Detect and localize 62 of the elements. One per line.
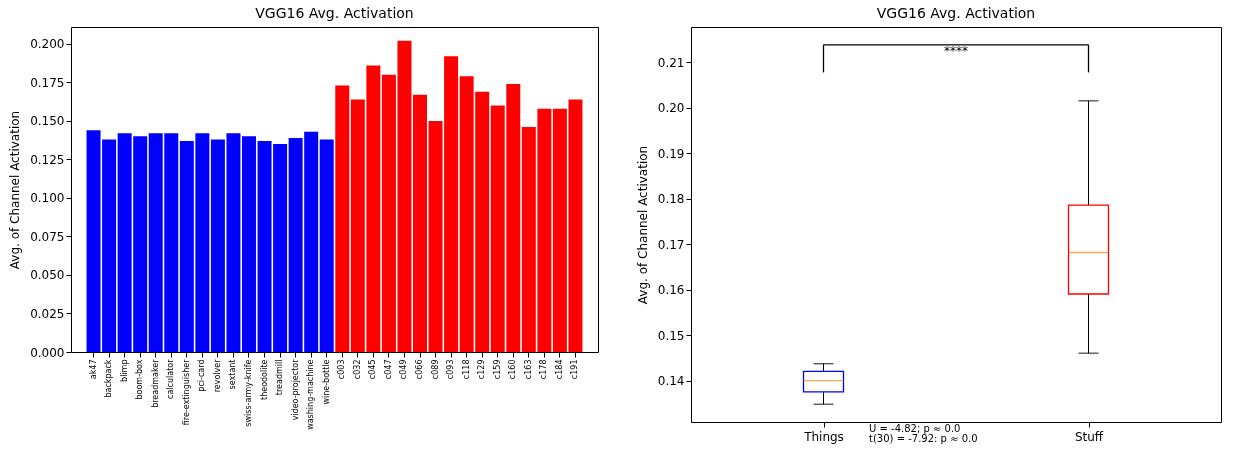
y-tick-label: 0.075 (30, 229, 65, 244)
x-tick-label: c191 (570, 359, 580, 380)
x-tick-label: calculator (166, 358, 176, 399)
x-tick-label: revolver (212, 358, 222, 393)
x-tick-label: boom-box (135, 359, 145, 400)
y-tick-label: 0.050 (30, 268, 65, 283)
x-tick-label: ak47 (88, 359, 98, 380)
y-tick-label: 0.200 (30, 37, 65, 52)
x-tick-label: c129 (477, 359, 487, 380)
x-tick-label: swiss-army-knife (244, 359, 253, 427)
x-tick-label: treadmill (275, 359, 285, 396)
y-tick-label: 0.14 (657, 374, 685, 389)
chart-title: VGG16 Avg. Activation (255, 5, 414, 21)
y-axis-title: Avg. of Channel Activation (8, 110, 23, 270)
x-tick-label: wine-bottle (321, 359, 331, 405)
bar (319, 139, 334, 352)
y-tick-label: 0.000 (30, 345, 65, 360)
x-tick-label: c118 (461, 359, 471, 380)
y-tick-label: 0.18 (657, 192, 685, 207)
x-tick-label: c159 (492, 359, 502, 380)
x-tick-label: c160 (508, 359, 518, 380)
y-tick-label: 0.100 (30, 191, 65, 206)
y-tick-label: 0.175 (30, 75, 65, 90)
x-tick-label: c045 (368, 359, 378, 380)
bar (335, 85, 350, 352)
x-tick-label: c047 (383, 359, 393, 380)
chart-title: VGG16 Avg. Activation (876, 5, 1036, 21)
x-tick-label: theodolite (259, 359, 269, 400)
y-axis-title: Avg. of Channel Activation (635, 145, 650, 305)
x-tick-label: video-projector (290, 358, 300, 421)
y-tick-label: 0.025 (30, 306, 65, 321)
x-tick-label: c032 (352, 359, 362, 380)
text: t(30) = -7.92: p ≈ 0.0 (869, 433, 978, 444)
y-tick-label: 0.15 (657, 328, 685, 343)
x-tick-label: c178 (539, 359, 549, 380)
x-tick-label: Stuff (1074, 429, 1104, 444)
y-tick-label: 0.150 (30, 114, 65, 129)
x-tick-label: washing-machine (306, 359, 316, 430)
x-tick-label: c093 (446, 359, 456, 380)
x-tick-label: breadmaker (150, 358, 160, 408)
x-tick-label: pci-card (197, 359, 207, 392)
x-tick-label: c089 (430, 359, 440, 380)
x-tick-label: c066 (415, 359, 424, 380)
y-tick-label: 0.19 (657, 146, 685, 161)
annotation: **** (944, 44, 968, 58)
x-tick-label: sextant (228, 359, 238, 390)
x-tick-label: c049 (399, 359, 409, 380)
y-tick-label: 0.125 (30, 152, 65, 167)
x-tick-label: c163 (523, 359, 533, 380)
y-tick-label: 0.16 (657, 283, 685, 298)
x-tick-label: Things (803, 429, 844, 444)
x-tick-label: c184 (554, 359, 564, 380)
bar (413, 94, 427, 352)
y-tick-label: 0.17 (657, 237, 685, 252)
y-tick-label: 0.21 (657, 55, 685, 70)
x-tick-label: blimp (119, 359, 129, 382)
text: U = -4.82; p ≈ 0.0 (869, 423, 961, 434)
x-tick-label: c003 (337, 359, 347, 380)
x-tick-label: backpack (104, 359, 114, 398)
x-tick-label: fire-extinguisher (181, 358, 191, 426)
bar (242, 136, 256, 352)
y-tick-label: 0.20 (657, 101, 685, 116)
